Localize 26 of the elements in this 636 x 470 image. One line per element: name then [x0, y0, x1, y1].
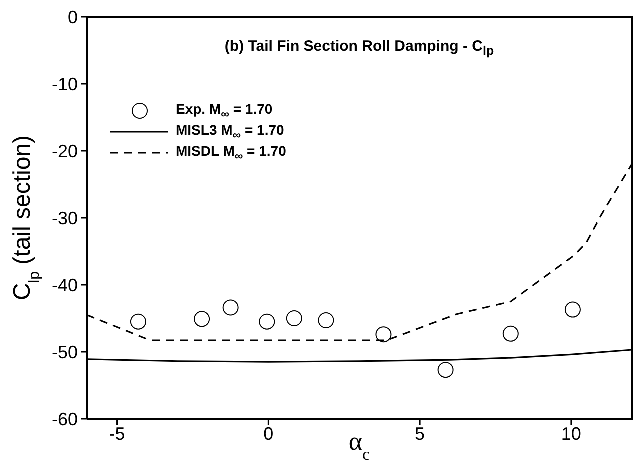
y-tick-label: 0 — [68, 7, 78, 28]
x-tick-label: -5 — [109, 424, 126, 444]
legend-label: MISL3 M$_{∞}$ = 1.70 — [176, 122, 284, 142]
point — [194, 311, 210, 328]
point — [564, 302, 581, 318]
x-tick-label: 10 — [561, 424, 582, 444]
x-axis-title: α$_{c}$ — [348, 427, 371, 464]
y-tick-label: -10 — [52, 74, 78, 94]
y-tick-label: -50 — [52, 342, 78, 362]
x-tick-label: 5 — [415, 424, 426, 444]
point — [318, 312, 334, 329]
point — [376, 326, 392, 343]
x-tick-label: 0 — [264, 424, 274, 444]
point — [502, 326, 519, 342]
point — [222, 300, 239, 316]
point — [259, 314, 276, 330]
y-tick-label: -60 — [52, 409, 78, 430]
point — [286, 310, 302, 326]
y-tick-label: -30 — [52, 208, 78, 228]
text: (b) Tail Fin Section Roll Damping - C$_{lp}$ — [224, 38, 496, 58]
point — [130, 314, 146, 330]
y-tick-label: -40 — [52, 275, 78, 296]
point — [438, 362, 454, 378]
legend-label: Exp. M$_{∞}$ = 1.70 — [176, 100, 273, 120]
y-tick-label: -20 — [52, 141, 78, 162]
legend-label: MISDL M$_{∞}$ = 1.70 — [176, 142, 286, 162]
